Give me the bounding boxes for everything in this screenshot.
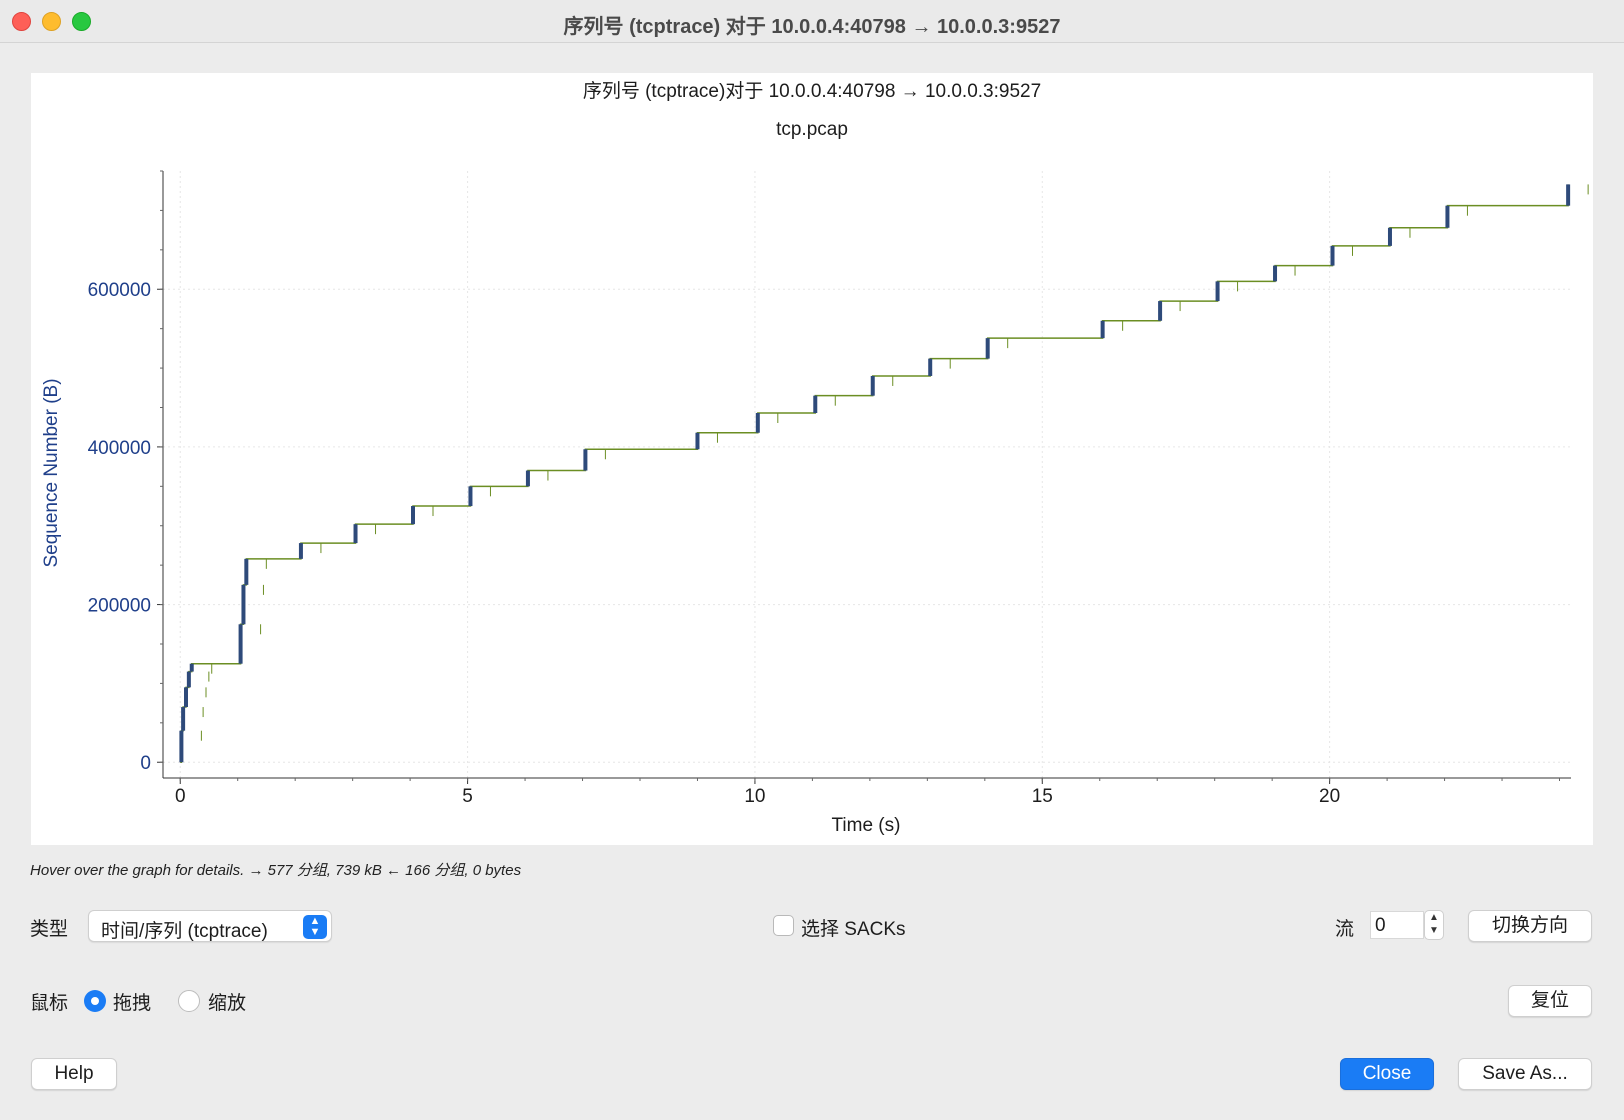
- title-bar[interactable]: 序列号 (tcptrace) 对于 10.0.0.4:40798 → 10.0.…: [0, 0, 1624, 43]
- x-tick-label: 15: [1032, 786, 1053, 807]
- mouse-drag-radio[interactable]: [84, 990, 106, 1012]
- sequence-line: [180, 184, 1569, 763]
- mouse-drag-label: 拖拽: [113, 993, 152, 1014]
- x-tick-label: 0: [175, 786, 186, 807]
- y-tick-label: 400000: [88, 438, 151, 459]
- chart-ticks: 0 5 10 15 20 0 200000 400000 600000: [88, 170, 1561, 807]
- close-button[interactable]: Close: [1340, 1058, 1434, 1090]
- y-tick-label: 0: [140, 753, 151, 774]
- sequence-chart[interactable]: 序列号 (tcptrace)对于 10.0.0.4:40798 → 10.0.0…: [31, 73, 1593, 845]
- window-minimize-icon[interactable]: [42, 12, 61, 31]
- type-select[interactable]: 时间/序列 (tcptrace) ▲ ▼: [88, 910, 332, 942]
- x-tick-label: 5: [462, 786, 473, 807]
- x-axis-label: Time (s): [832, 815, 901, 836]
- x-tick-label: 20: [1319, 786, 1340, 807]
- stream-stepper[interactable]: ▲ ▼: [1424, 910, 1444, 940]
- x-tick-label: 10: [744, 786, 765, 807]
- chart-subtitle: tcp.pcap: [776, 119, 848, 140]
- type-select-value: 时间/序列 (tcptrace): [101, 921, 268, 942]
- hover-status: Hover over the graph for details. → 577 …: [30, 862, 522, 879]
- window-zoom-icon[interactable]: [72, 12, 91, 31]
- reset-button[interactable]: 复位: [1508, 985, 1592, 1017]
- select-sacks-checkbox[interactable]: [773, 915, 794, 936]
- y-tick-label: 200000: [88, 596, 151, 617]
- mouse-zoom-label: 缩放: [208, 993, 247, 1014]
- help-button[interactable]: Help: [31, 1058, 117, 1090]
- save-as-button[interactable]: Save As...: [1458, 1058, 1592, 1090]
- window-title: 序列号 (tcptrace) 对于 10.0.0.4:40798 → 10.0.…: [563, 16, 1061, 38]
- select-arrows-icon: ▲ ▼: [303, 915, 327, 939]
- select-sacks-label: 选择 SACKs: [801, 919, 906, 940]
- mouse-label: 鼠标: [30, 993, 69, 1014]
- window-close-icon[interactable]: [12, 12, 31, 31]
- chart-title: 序列号 (tcptrace)对于 10.0.0.4:40798 → 10.0.0…: [583, 80, 1041, 102]
- stepper-up-icon[interactable]: ▲: [1429, 912, 1439, 923]
- chart-grid: [163, 171, 1571, 778]
- chart-axes: [162, 171, 1571, 779]
- stream-value: 0: [1375, 915, 1386, 936]
- plot-area[interactable]: 序列号 (tcptrace)对于 10.0.0.4:40798 → 10.0.0…: [31, 73, 1593, 845]
- switch-direction-button[interactable]: 切换方向: [1468, 910, 1592, 942]
- stepper-down-icon[interactable]: ▼: [1429, 925, 1439, 936]
- sequence-trace: [179, 184, 1589, 763]
- mouse-zoom-radio[interactable]: [178, 990, 200, 1012]
- stream-label: 流: [1335, 919, 1355, 940]
- stream-input[interactable]: 0: [1370, 911, 1424, 939]
- y-tick-label: 600000: [88, 280, 151, 301]
- type-label: 类型: [30, 919, 69, 940]
- y-axis-label: Sequence Number (B): [41, 378, 62, 567]
